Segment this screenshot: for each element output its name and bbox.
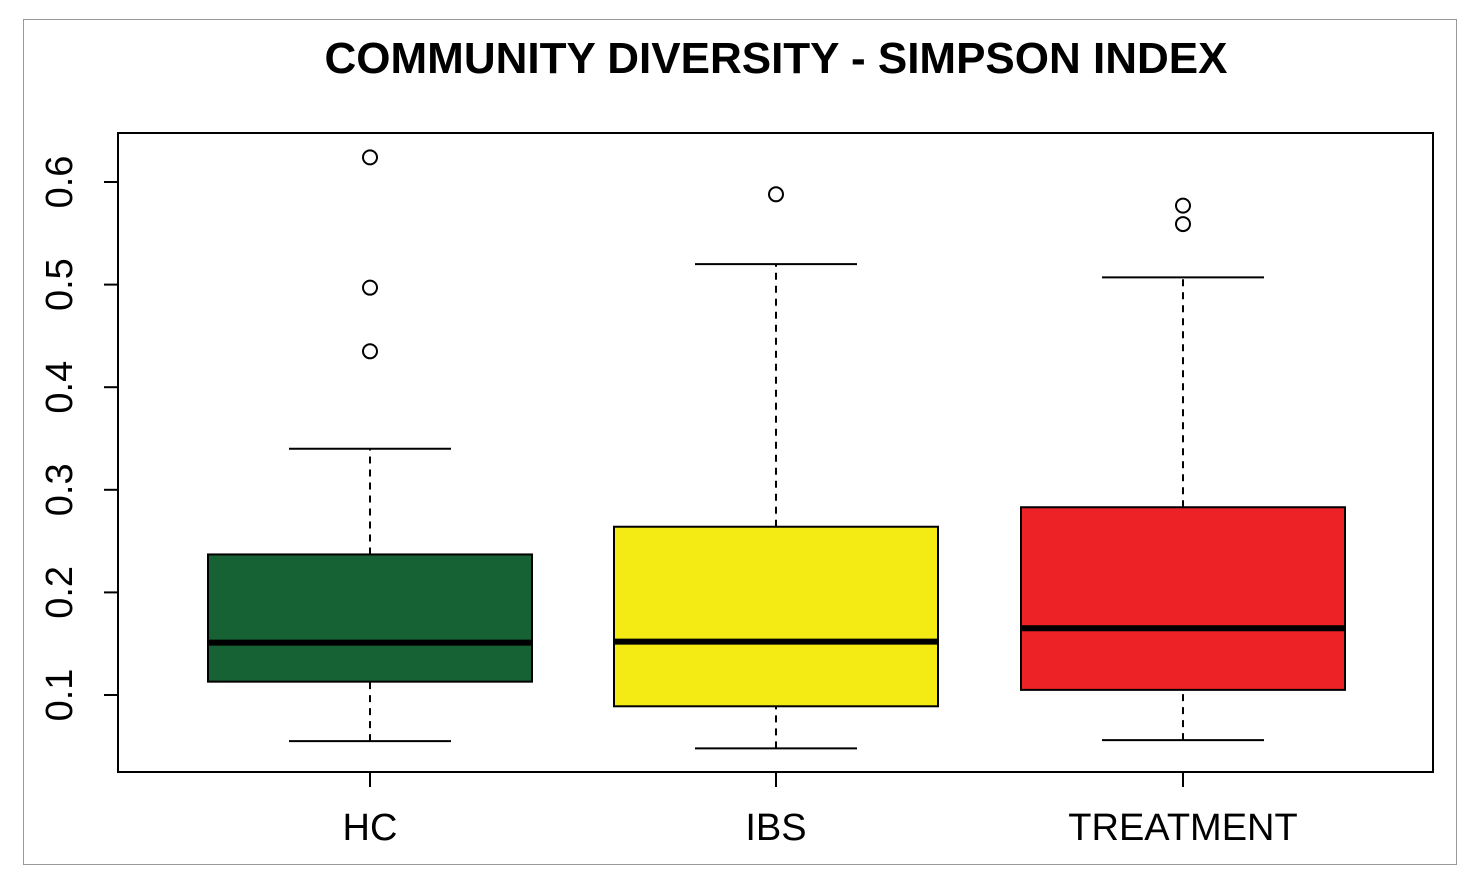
- y-tick-label: 0.4: [39, 361, 81, 414]
- chart-title: COMMUNITY DIVERSITY - SIMPSON INDEX: [325, 34, 1228, 83]
- y-tick-label: 0.1: [39, 669, 81, 722]
- y-axis: 0.1 0.2 0.3 0.4 0.5 0.6: [39, 156, 119, 722]
- x-tick-label: IBS: [745, 807, 806, 849]
- iqr-box: [1020, 506, 1346, 691]
- y-tick-label: 0.2: [39, 566, 81, 619]
- y-tick-label: 0.6: [39, 156, 81, 209]
- outlier-point: [1175, 197, 1191, 214]
- outlier-point: [362, 279, 378, 296]
- outlier-point: [768, 186, 784, 203]
- box-treatment: [1020, 197, 1346, 742]
- iqr-box: [207, 553, 533, 683]
- box-hc: [207, 149, 533, 743]
- iqr-box: [613, 525, 939, 708]
- outlier-point: [362, 343, 378, 360]
- x-tick-label: TREATMENT: [1068, 807, 1297, 849]
- y-tick-label: 0.5: [39, 258, 81, 311]
- boxes-group: [207, 149, 1346, 750]
- box-ibs: [613, 186, 939, 750]
- figure-frame: [23, 19, 1457, 865]
- x-tick-label: HC: [343, 807, 398, 849]
- outlier-point: [1175, 216, 1191, 233]
- x-axis: HC IBS TREATMENT: [343, 772, 1298, 849]
- outlier-point: [362, 149, 378, 166]
- y-tick-label: 0.3: [39, 463, 81, 516]
